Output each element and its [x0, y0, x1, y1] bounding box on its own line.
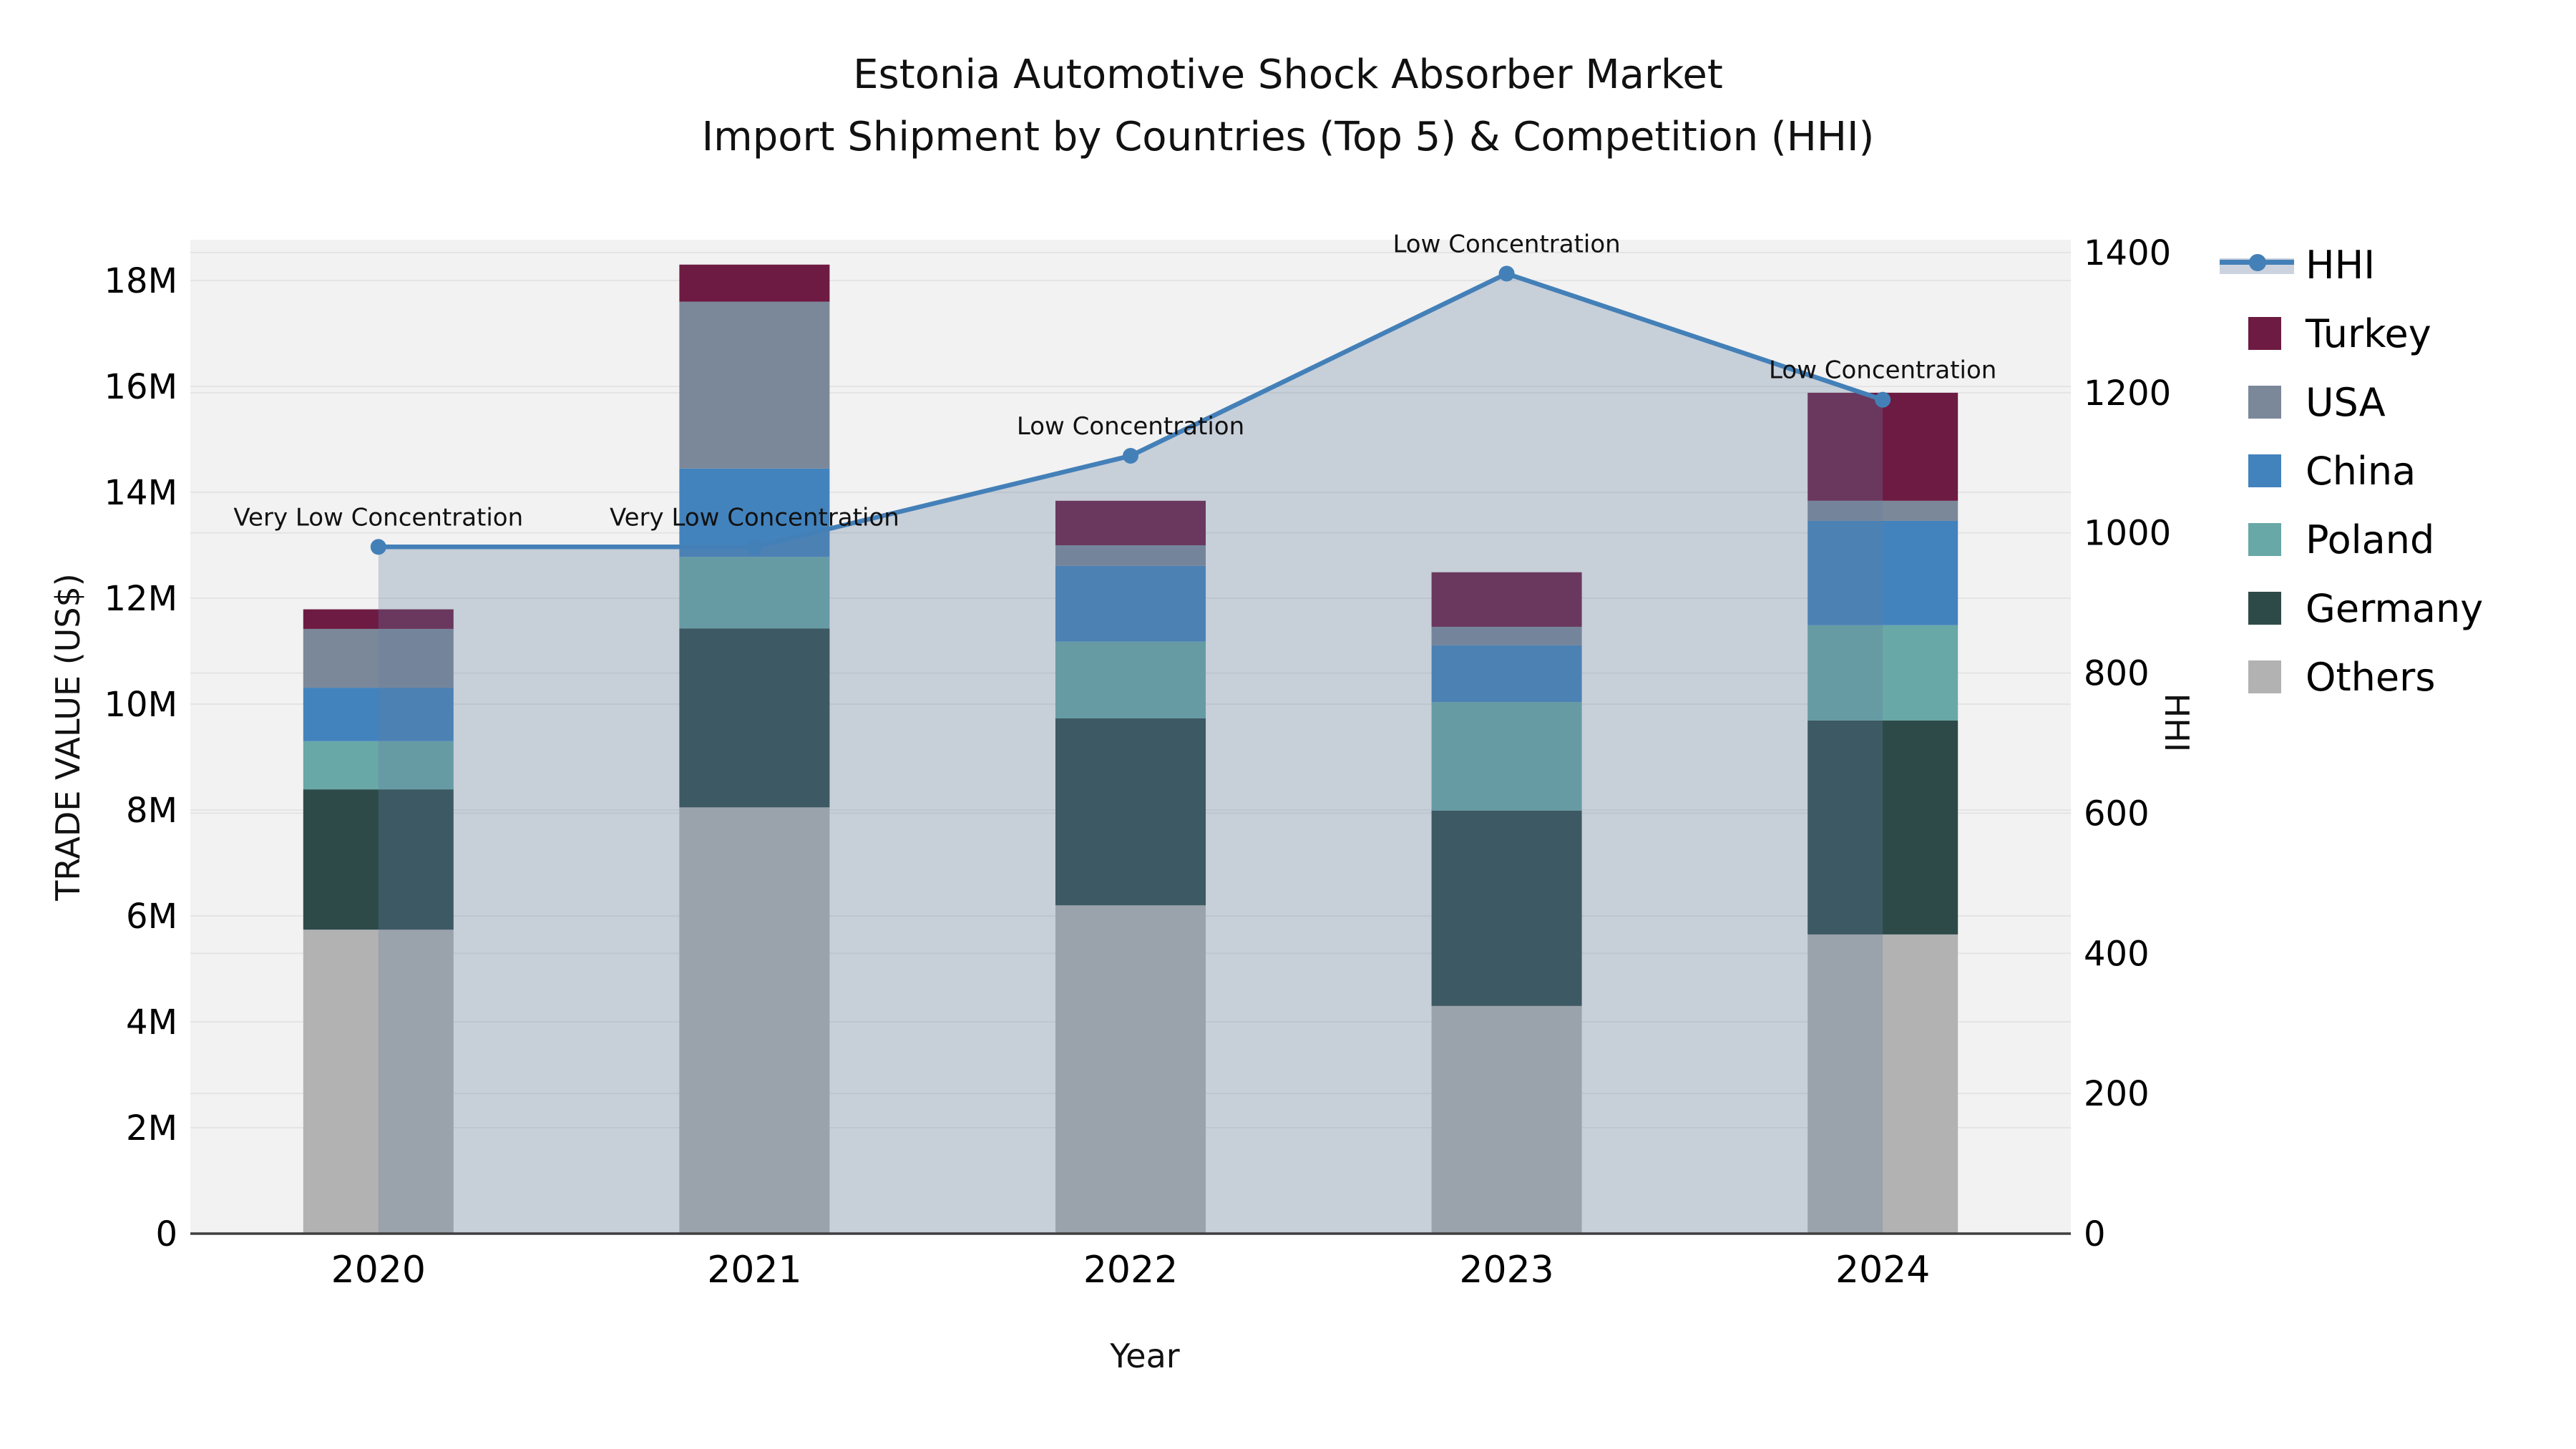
x-tick: 2020	[331, 1249, 426, 1292]
bar-segment-2024-others	[1807, 934, 1958, 1234]
annotation-2021: Very Low Concentration	[610, 503, 899, 532]
bar-segment-2023-poland	[1431, 702, 1582, 811]
left-tick: 16M	[104, 367, 178, 407]
right-tick: 200	[2084, 1074, 2150, 1114]
left-tick: 6M	[126, 897, 177, 937]
bars-layer	[303, 264, 1958, 1234]
bar-segment-2021-usa	[679, 301, 830, 469]
x-axis-ticks: 2020 2021 2022 2023 2024	[331, 1249, 1931, 1292]
legend-item-germany[interactable]: Germany	[2248, 574, 2570, 643]
bar-segment-2022-poland	[1055, 641, 1206, 718]
bar-segment-2024-china	[1807, 520, 1958, 625]
legend-label: Germany	[2306, 585, 2484, 631]
hhi-marker-2022	[1123, 447, 1138, 464]
hhi-line-swatch-icon	[2220, 248, 2294, 281]
x-axis-title: Year	[1110, 1337, 1180, 1375]
hhi-marker-2024	[1875, 391, 1891, 408]
bar-segment-2021-germany	[679, 628, 830, 808]
bar-segment-2022-others	[1055, 905, 1206, 1234]
x-tick: 2021	[707, 1249, 801, 1292]
bar-segment-2022-germany	[1055, 718, 1206, 906]
legend-item-others[interactable]: Others	[2248, 643, 2570, 711]
left-tick: 14M	[104, 473, 178, 513]
left-tick: 10M	[104, 685, 178, 725]
right-tick: 600	[2084, 794, 2150, 834]
others-swatch-icon	[2248, 660, 2281, 693]
bar-segment-2023-germany	[1431, 810, 1582, 1006]
legend-item-poland[interactable]: Poland	[2248, 505, 2570, 574]
bar-segment-2021-poland	[679, 557, 830, 629]
hhi-area-fill	[378, 273, 1883, 1234]
right-tick: 1000	[2084, 514, 2171, 554]
bar-segment-2023-usa	[1431, 626, 1582, 645]
left-tick: 12M	[104, 579, 178, 619]
bar-segment-2020-usa	[303, 628, 454, 688]
turkey-swatch-icon	[2248, 317, 2281, 350]
x-tick: 2023	[1459, 1249, 1553, 1292]
bar-segment-2020-germany	[303, 789, 454, 930]
bar-segment-2024-poland	[1807, 625, 1958, 721]
legend-label: Turkey	[2306, 311, 2431, 356]
usa-swatch-icon	[2248, 386, 2281, 419]
legend-label: USA	[2306, 379, 2386, 425]
bar-segment-2023-china	[1431, 645, 1582, 703]
legend-label: Others	[2306, 654, 2436, 700]
hhi-marker-2023	[1498, 265, 1515, 282]
hhi-marker-2020	[370, 539, 386, 555]
left-tick: 8M	[126, 791, 177, 831]
annotation-2020: Very Low Concentration	[233, 503, 523, 532]
chart-title-line2: Import Shipment by Countries (Top 5) & C…	[701, 113, 1875, 160]
hhi-marker-2021	[746, 539, 763, 555]
right-axis-ticks: 0 200 400 600 800 1000 1200 1400	[2084, 233, 2171, 1254]
legend-item-usa[interactable]: USA	[2248, 368, 2570, 436]
right-axis-title: HHI	[2157, 693, 2196, 753]
left-tick: 0	[155, 1214, 177, 1254]
left-tick: 2M	[126, 1108, 177, 1148]
left-axis-ticks: 0 2M 4M 6M 8M 10M 12M 14M 16M 18M	[104, 261, 178, 1254]
bar-segment-2023-turkey	[1431, 572, 1582, 627]
right-tick: 1200	[2084, 374, 2171, 414]
annotation-2024: Low Concentration	[1769, 356, 1996, 385]
bar-segment-2021-others	[679, 807, 830, 1234]
annotation-2023: Low Concentration	[1392, 230, 1620, 258]
x-tick: 2022	[1083, 1249, 1178, 1292]
chart-title-line1: Estonia Automotive Shock Absorber Market	[853, 52, 1723, 98]
right-tick: 1400	[2084, 233, 2171, 273]
bar-segment-2021-turkey	[679, 264, 830, 302]
annotation-2022: Low Concentration	[1017, 412, 1244, 441]
legend-item-hhi[interactable]: HHI	[2220, 230, 2570, 299]
bar-segment-2024-turkey	[1807, 392, 1958, 501]
bar-segment-2020-others	[303, 930, 454, 1234]
bar-segment-2023-others	[1431, 1005, 1582, 1234]
bar-segment-2020-poland	[303, 741, 454, 790]
left-axis-title: TRADE VALUE (US$)	[49, 573, 87, 901]
legend-item-turkey[interactable]: Turkey	[2248, 299, 2570, 368]
chart-title: Estonia Automotive Shock Absorber Market…	[0, 44, 2576, 169]
germany-swatch-icon	[2248, 592, 2281, 625]
left-tick: 4M	[126, 1002, 177, 1043]
poland-swatch-icon	[2248, 523, 2281, 556]
legend-label: HHI	[2306, 242, 2376, 288]
left-tick: 18M	[104, 261, 178, 301]
china-swatch-icon	[2248, 454, 2281, 487]
legend-label: China	[2306, 448, 2416, 494]
bar-segment-2020-turkey	[303, 609, 454, 629]
right-tick: 0	[2084, 1214, 2106, 1254]
legend-item-china[interactable]: China	[2248, 436, 2570, 505]
x-tick: 2024	[1835, 1249, 1930, 1292]
right-tick: 400	[2084, 934, 2150, 974]
legend: HHI Turkey USA China Poland Germany Othe…	[2220, 230, 2570, 711]
bar-segment-2024-germany	[1807, 720, 1958, 935]
legend-label: Poland	[2306, 517, 2435, 562]
bar-segment-2024-usa	[1807, 500, 1958, 521]
bar-segment-2022-usa	[1055, 545, 1206, 566]
bar-segment-2020-china	[303, 688, 454, 741]
bar-segment-2022-china	[1055, 565, 1206, 642]
bar-segment-2022-turkey	[1055, 500, 1206, 545]
right-tick: 800	[2084, 654, 2150, 694]
